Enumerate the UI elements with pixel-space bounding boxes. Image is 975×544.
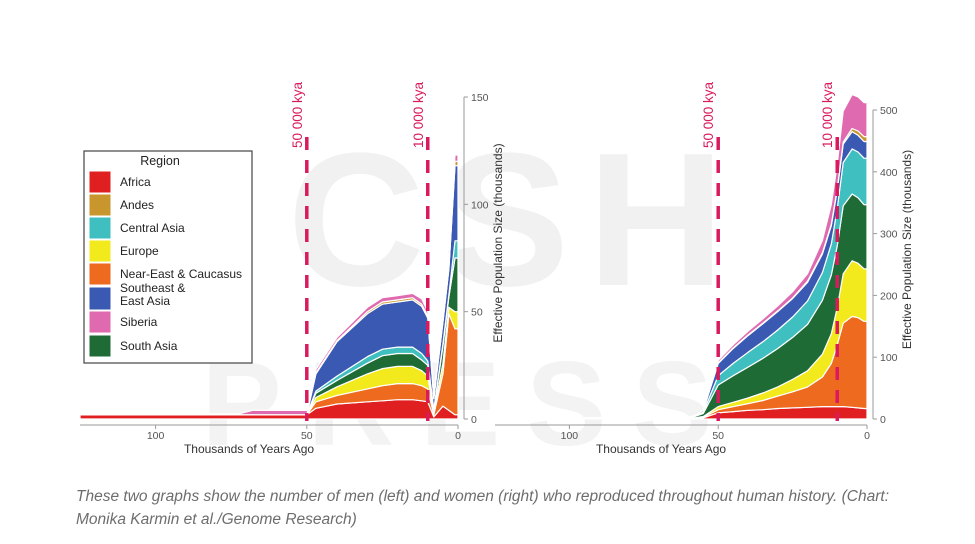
y-tick-label: 400 <box>880 167 898 179</box>
legend-swatch-siberia <box>88 310 112 334</box>
legend-label-andes: Andes <box>120 198 154 212</box>
x-tick-label: 100 <box>561 430 579 442</box>
area-siberia <box>79 154 459 416</box>
legend-title: Region <box>140 154 180 168</box>
legend-label-europe: Europe <box>120 244 159 258</box>
area-siberia <box>494 94 868 419</box>
x-tick-label: 0 <box>455 430 461 442</box>
legend: Region Africa Andes Central Asia Europe Near-… <box>83 150 253 364</box>
legend-label-siberia: Siberia <box>120 315 158 329</box>
y-tick-label: 300 <box>880 229 898 241</box>
legend-swatch-southeast-east-asia <box>88 286 112 311</box>
annotation-label: 10 000 kya <box>411 81 426 148</box>
y-tick-label: 200 <box>880 290 898 302</box>
legend-label-central-asia: Central Asia <box>120 221 185 235</box>
legend-swatch-central-asia <box>88 216 112 240</box>
men-chart: 0 50 100 150 Effective Population Size (thou… <box>79 81 505 456</box>
legend-label-africa: Africa <box>120 175 151 189</box>
legend-label-south-asia: South Asia <box>120 339 178 353</box>
y-axis-label: Effective Population Size (thousands) <box>491 143 505 342</box>
y-tick-label: 150 <box>471 92 489 104</box>
y-tick-label: 100 <box>880 352 898 364</box>
x-tick-label: 100 <box>147 430 165 442</box>
y-axis-label: Effective Population Size (thousands) <box>900 150 914 349</box>
legend-swatch-europe <box>88 239 112 263</box>
y-tick-label: 500 <box>880 105 898 117</box>
y-tick-label: 0 <box>880 414 886 426</box>
watermark-text-top: CSH <box>287 114 742 326</box>
x-tick-label: 50 <box>712 430 724 442</box>
legend-swatch-south-asia <box>88 334 112 358</box>
x-tick-label: 50 <box>301 430 313 442</box>
x-axis-label: Thousands of Years Ago <box>596 442 726 456</box>
x-tick-label: 0 <box>864 430 870 442</box>
annotation-label: 50 000 kya <box>290 81 305 148</box>
legend-label-near-east-caucasus: Near-East & Caucasus <box>120 267 242 281</box>
legend-box <box>83 150 253 364</box>
annotation-label: 50 000 kya <box>701 81 716 148</box>
legend-swatch-near-east-caucasus <box>88 262 112 286</box>
legend-swatch-andes <box>88 193 112 217</box>
caption: These two graphs show the number of men … <box>76 488 890 528</box>
y-tick-label: 50 <box>471 307 483 319</box>
y-tick-label: 0 <box>471 414 477 426</box>
x-axis-label: Thousands of Years Ago <box>184 442 314 456</box>
annotation-label: 10 000 kya <box>820 81 835 148</box>
legend-label-southeast-east-asia: Southeast & East Asia <box>120 281 185 308</box>
y-tick-label: 100 <box>471 199 489 211</box>
legend-swatch-africa <box>88 170 112 194</box>
